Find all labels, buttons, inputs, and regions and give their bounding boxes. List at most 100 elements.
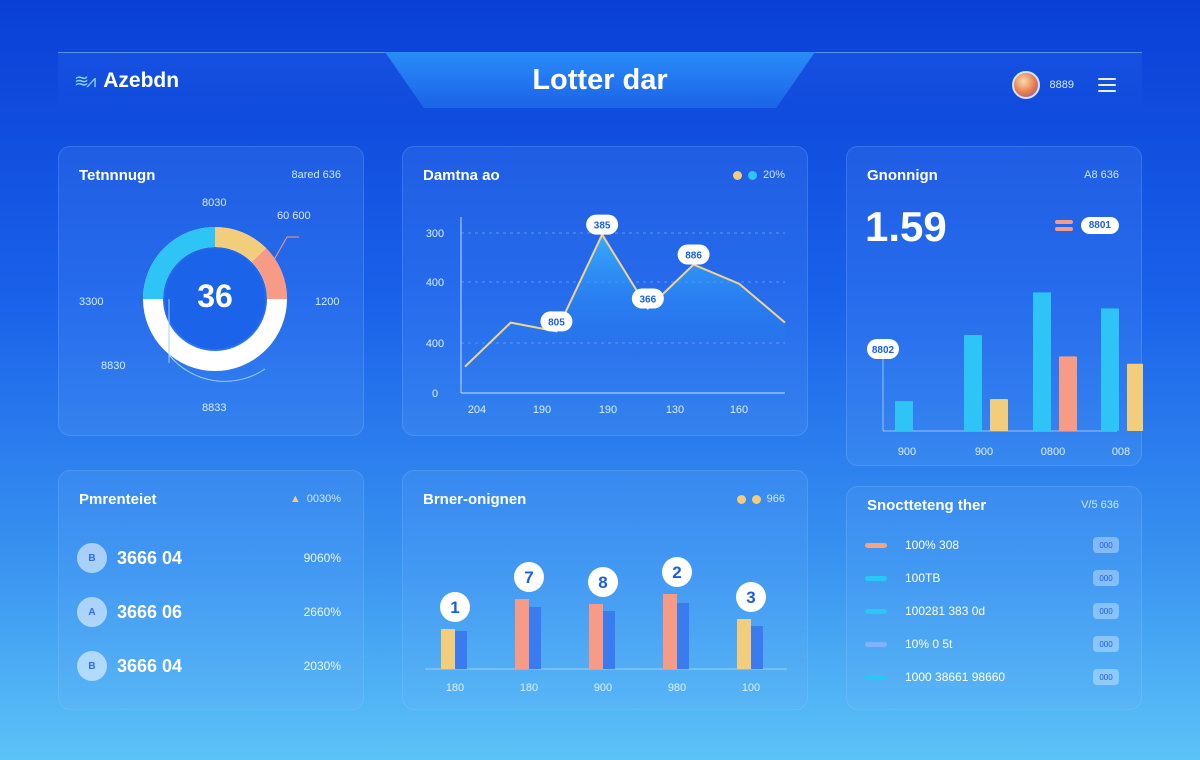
x-tick-label: 160 xyxy=(730,404,748,416)
list-card: Snoctteteng ther V/5 636 100% 308 000 10… xyxy=(846,486,1142,710)
area-fill xyxy=(465,234,785,367)
area-callout: 366 xyxy=(631,288,664,309)
row-icon: B xyxy=(77,543,107,573)
summary-rows-card: Pmrenteiet ▲ 0030% B 3666 04 9060% A 366… xyxy=(58,470,364,710)
big-value: 1.59 xyxy=(865,203,947,250)
rows-card-title: Pmrenteiet xyxy=(79,491,157,508)
list-text: 10% 0 5t xyxy=(905,637,953,651)
area-callout-label: 385 xyxy=(594,221,611,232)
summary-row[interactable]: B 3666 04 xyxy=(77,543,182,573)
list-swatch xyxy=(865,674,887,680)
group-label: 2 xyxy=(672,563,681,582)
x-tick-label: 190 xyxy=(533,404,551,416)
donut-label-bottom: 8833 xyxy=(202,402,227,414)
bar-card-title: Gnonnign xyxy=(867,167,938,184)
bar-blue xyxy=(1033,292,1051,431)
list-swatch xyxy=(865,641,887,647)
group-label-bubble xyxy=(440,592,470,622)
list-item[interactable]: 10% 0 5t 000 xyxy=(865,634,1119,654)
donut-segment-salmon xyxy=(251,247,288,300)
list-badge[interactable]: 000 xyxy=(1093,603,1119,619)
avatar[interactable] xyxy=(1011,71,1040,99)
bar-callout-label: 8802 xyxy=(872,345,895,356)
list-item[interactable]: 100281 383 0d 000 xyxy=(865,601,1119,621)
group-bar-blue xyxy=(751,626,763,669)
row-icon: A xyxy=(77,597,107,627)
row-value: 9060% xyxy=(303,551,341,565)
group-label: 3 xyxy=(746,588,755,607)
bar-x-label: 900 xyxy=(898,446,916,458)
list-text: 100281 383 0d xyxy=(905,604,986,618)
group-x-label: 980 xyxy=(668,682,686,694)
donut-card-title: Tetnnnugn xyxy=(79,167,156,184)
page-title-tab: Lotter dar xyxy=(385,52,815,108)
menu-icon[interactable] xyxy=(1098,77,1116,93)
bar-chart-card: Gnonnign A8 636 1.59 8801 8802 900 900 0800… xyxy=(846,146,1143,466)
donut-label-top: 8030 xyxy=(202,197,227,209)
list-card-title: Snoctteteng ther xyxy=(867,497,987,514)
list-card-meta[interactable]: V/5 636 xyxy=(1081,499,1119,511)
area-chart: 300 400 400 0 805 385 366 886 204 190 190 130 160 xyxy=(426,214,786,416)
summary-row[interactable]: B 3666 04 xyxy=(77,651,182,681)
list-item[interactable]: 1000 38661 98660 000 xyxy=(865,667,1119,687)
bar-salmon xyxy=(1059,356,1077,431)
list-swatch xyxy=(865,608,887,614)
group-bar-warm xyxy=(589,604,603,669)
row-label: 3666 04 xyxy=(117,547,183,568)
group-x-label: 180 xyxy=(520,682,538,694)
group-label: 8 xyxy=(598,573,607,592)
user-name[interactable]: 8889 xyxy=(1049,79,1074,91)
area-callout: 385 xyxy=(586,214,619,235)
donut-card-meta[interactable]: 8ared 636 xyxy=(291,169,341,181)
list-badge[interactable]: 000 xyxy=(1093,570,1119,586)
grouped-card-legend[interactable]: 966 xyxy=(736,493,785,505)
bar-blue xyxy=(1101,308,1119,431)
row-label: 3666 06 xyxy=(117,601,183,622)
donut-center-value: 36 xyxy=(197,278,233,314)
group-bar-warm xyxy=(441,629,455,669)
list-text: 100% 308 xyxy=(905,538,960,552)
group-bar-warm xyxy=(737,619,751,669)
bar-badge: 8801 xyxy=(1080,217,1119,234)
list-badge[interactable]: 000 xyxy=(1093,636,1119,652)
area-card-legend[interactable]: 20% xyxy=(732,169,785,181)
group-bar-blue xyxy=(455,631,467,669)
area-card-meta: 20% xyxy=(762,169,785,181)
user-area: 8889 xyxy=(1011,71,1116,99)
list-badge[interactable]: 000 xyxy=(1093,669,1119,685)
list-item[interactable]: 100TB 000 xyxy=(865,568,1119,588)
warning-triangle-icon: ▲ xyxy=(289,493,301,505)
brand[interactable]: ≋⩘ Azebdn xyxy=(74,69,179,93)
bar-yellow xyxy=(1127,363,1143,431)
bar-card-meta[interactable]: A8 636 xyxy=(1084,169,1119,181)
donut-label-top-right: 60 600 xyxy=(277,210,311,222)
bar-blue xyxy=(964,335,982,431)
bar-callout: 8802 xyxy=(867,339,899,359)
area-line xyxy=(464,232,786,368)
row-value: 2030% xyxy=(303,659,341,673)
area-callout: 886 xyxy=(677,244,710,265)
area-callout-label: 805 xyxy=(548,317,565,328)
group-x-label: 900 xyxy=(594,682,612,694)
group-x-label: 100 xyxy=(742,682,760,694)
area-callout: 805 xyxy=(540,311,573,332)
brand-name: Azebdn xyxy=(103,69,180,92)
area-callout-bg xyxy=(677,244,710,265)
area-callout-label: 366 xyxy=(640,295,657,306)
grouped-card-title: Brner-onignen xyxy=(423,491,527,508)
group-bar-warm xyxy=(663,594,677,669)
list-text: 100TB xyxy=(905,571,941,585)
group-bar-blue xyxy=(529,607,541,669)
rows-card-meta[interactable]: ▲ 0030% xyxy=(290,493,341,505)
list-badge[interactable]: 000 xyxy=(1093,537,1119,553)
x-tick-label: 204 xyxy=(468,404,486,416)
bar-callout-bg xyxy=(867,339,899,359)
y-tick-label: 400 xyxy=(426,277,444,289)
grouped-bar-card: Brner-onignen 966 1 7 8 2 3 180 180 900 980 100 xyxy=(402,470,808,710)
bar-legend[interactable]: 8801 xyxy=(1054,217,1119,234)
row-value: 2660% xyxy=(303,605,341,619)
area-callout-label: 886 xyxy=(685,251,702,262)
summary-row[interactable]: A 3666 06 xyxy=(77,597,182,627)
list-item[interactable]: 100% 308 000 xyxy=(865,535,1119,555)
legend-dot-yellow xyxy=(736,494,746,504)
